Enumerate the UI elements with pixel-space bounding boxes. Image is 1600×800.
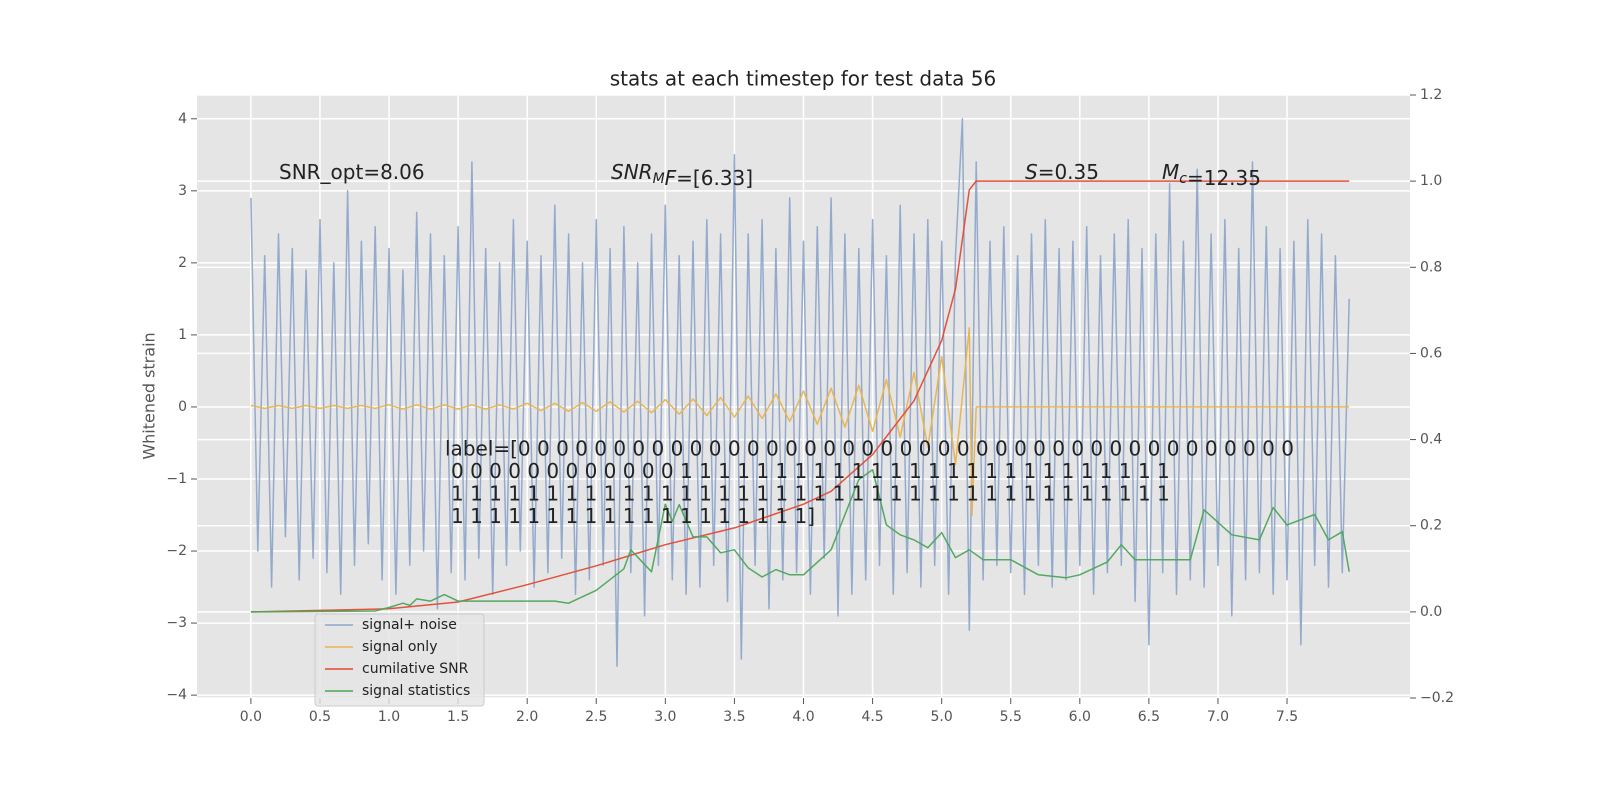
x-tick-label: 0.5 (309, 709, 331, 725)
y2-tick-label: 1.0 (1420, 173, 1442, 189)
x-tick-label: 5.0 (931, 709, 953, 725)
legend-box (314, 613, 485, 707)
x-tick-label: 6.0 (1069, 709, 1091, 725)
annotation: SNR_opt=8.06 (279, 160, 425, 184)
annotation-part: =[6.33] (676, 166, 753, 190)
legend-label: signal only (362, 639, 437, 655)
chart-title: stats at each timestep for test data 56 (610, 67, 996, 91)
x-tick-label: 3.0 (654, 709, 676, 725)
y-tick-label: −3 (166, 615, 187, 631)
series-line (250, 326, 1350, 516)
annotation: SNRMF=[6.33] (611, 160, 753, 190)
x-tick-label: 0.0 (240, 709, 262, 725)
y-tick-label: −2 (166, 543, 187, 559)
lines (250, 118, 1350, 668)
y-tick-label: −1 (166, 471, 187, 487)
x-tick-label: 6.5 (1138, 709, 1160, 725)
series-line (250, 180, 1350, 613)
series-line (250, 468, 1350, 613)
label-text: 0 0 0 0 0 0 0 0 0 0 0 0 1 1 1 1 1 1 1 1 … (451, 459, 1170, 483)
x-tick-label: 4.0 (792, 709, 814, 725)
series-line (250, 118, 1350, 668)
y-tick-label: 0 (178, 399, 187, 415)
x-tick-label: 1.5 (447, 709, 469, 725)
y-tick-label: 2 (178, 255, 187, 271)
annotation: S=0.35 (1025, 160, 1099, 184)
annotation: Mc=12.35 (1162, 160, 1261, 190)
label-text: 1 1 1 1 1 1 1 1 1 1 1 1 1 1 1 1 1 1 1 1 … (451, 482, 1170, 506)
y-tick-label: 1 (178, 327, 187, 343)
label-text: label=[0 0 0 0 0 0 0 0 0 0 0 0 0 0 0 0 0… (445, 437, 1294, 461)
annotations: SNR_opt=8.06 SNRMF=[6.33] S=0.35 Mc=12.35la… (279, 160, 1294, 529)
annotation-part: S (1025, 160, 1038, 184)
x-tick-label: 7.0 (1207, 709, 1229, 725)
y2-tick-label: −0.2 (1420, 690, 1454, 706)
y2-tick-label: 0.2 (1420, 518, 1442, 534)
y2-tick-label: 1.2 (1420, 87, 1442, 103)
y-tick-label: −4 (166, 687, 187, 703)
legend-label: signal+ noise (362, 617, 457, 633)
y-tick-label: 3 (178, 183, 187, 199)
annotation-part: M (653, 171, 665, 187)
x-tick-label: 2.5 (585, 709, 607, 725)
y2-tick-label: 0.8 (1420, 259, 1442, 275)
annotation-part: SNR_opt=8.06 (279, 160, 425, 184)
x-tick-label: 3.5 (723, 709, 745, 725)
annotation-part: c (1179, 171, 1187, 187)
x-tick-label: 2.0 (516, 709, 538, 725)
x-tick-label: 7.5 (1276, 709, 1298, 725)
annotation-part: =12.35 (1187, 166, 1261, 190)
annotation-part: F (665, 166, 677, 190)
y-axis-label: Whitened strain (140, 332, 159, 459)
x-tick-label: 4.5 (861, 709, 883, 725)
legend-label: cumilative SNR (362, 661, 469, 677)
y-tick-label: 4 (178, 111, 187, 127)
y2-tick-label: 0.4 (1420, 432, 1442, 448)
annotation-part: M (1162, 160, 1179, 184)
y2-tick-label: 0.0 (1420, 604, 1442, 620)
label-text: 1 1 1 1 1 1 1 1 1 1 1 1 1 1 1 1 1 1 1] (451, 504, 815, 528)
legend-label: signal statistics (362, 683, 470, 699)
annotation-part: SNR (611, 160, 653, 184)
annotation-part: =0.35 (1038, 160, 1099, 184)
x-tick-label: 1.0 (378, 709, 400, 725)
x-tick-label: 5.5 (1000, 709, 1022, 725)
legend: signal+ noise signal only cumilative SNR si… (314, 613, 485, 707)
y2-tick-label: 0.6 (1420, 345, 1442, 361)
